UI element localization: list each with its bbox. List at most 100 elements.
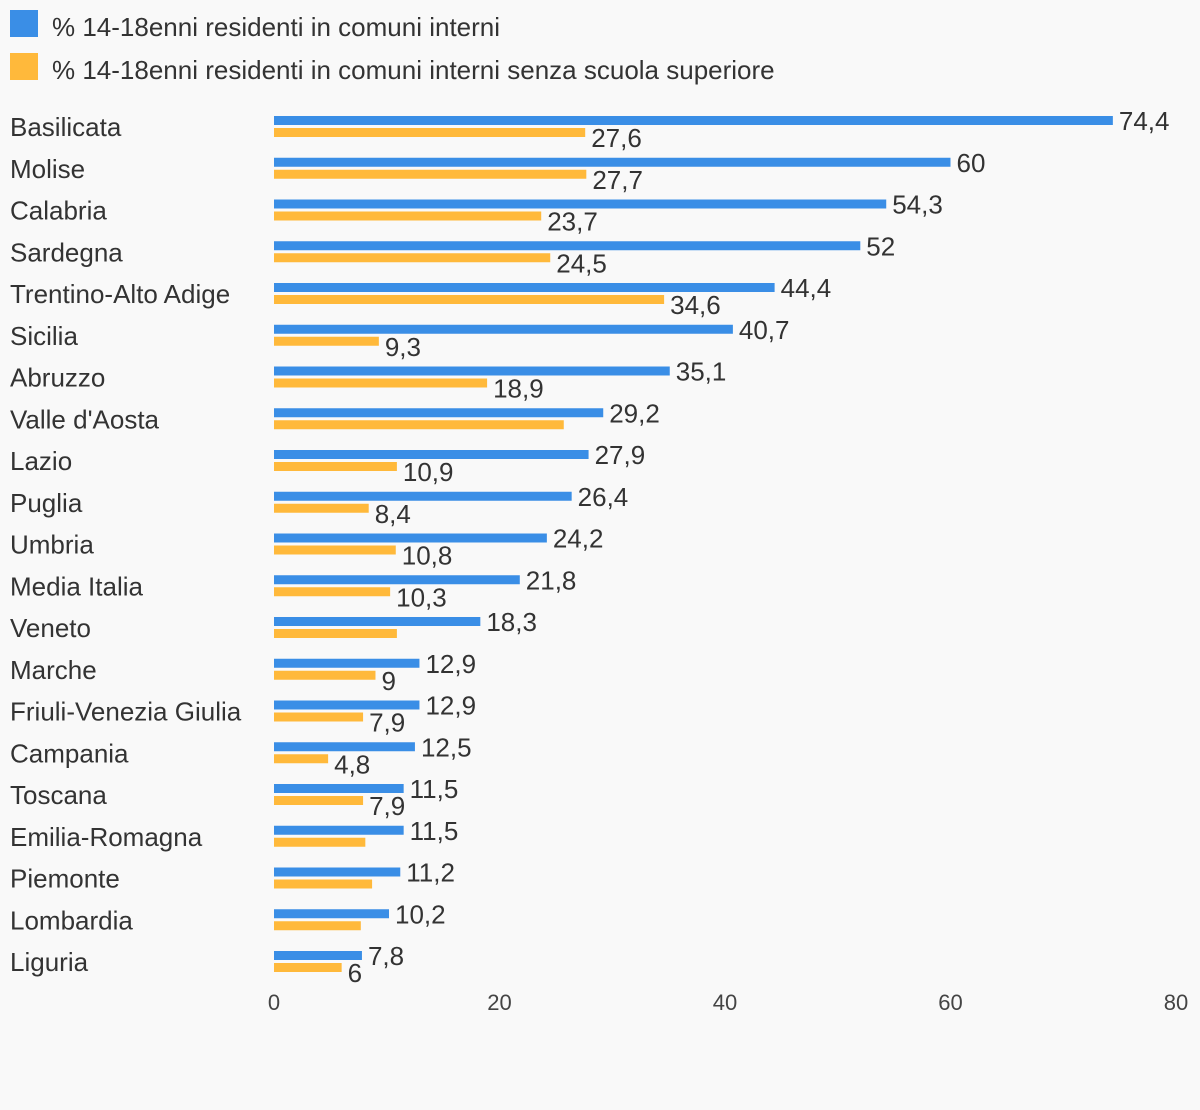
category-row-calabria: Calabria 54,3 23,7 (10, 190, 943, 237)
category-label: Trentino-Alto Adige (10, 279, 230, 309)
x-tick-label: 40 (713, 990, 737, 1015)
data-label-series-2: 24,5 (556, 248, 607, 278)
bar-series-2 (274, 503, 369, 513)
category-row-lazio: Lazio 27,9 10,9 (10, 440, 645, 487)
bar-series-2 (274, 295, 665, 304)
category-label: Liguria (10, 947, 89, 977)
category-label: Puglia (10, 488, 83, 518)
bar-series-1 (274, 283, 775, 292)
data-label-series-2: 10,8 (402, 541, 453, 571)
bar-series-1 (274, 324, 733, 334)
data-label-series-1: 44,4 (781, 273, 832, 303)
category-row-trentino-alto-adige: Trentino-Alto Adige 44,4 34,6 (10, 273, 831, 320)
data-label-series-1: 11,2 (406, 858, 455, 888)
category-label: Veneto (10, 613, 91, 643)
category-label: Calabria (10, 196, 107, 226)
category-row-sardegna: Sardegna 52 24,5 (10, 231, 895, 278)
category-row-abruzzo: Abruzzo 35,1 18,9 (10, 357, 726, 404)
bar-series-2 (274, 921, 361, 931)
bar-series-1 (274, 700, 420, 710)
data-label-series-1: 7,8 (368, 941, 404, 971)
data-label-series-1: 24,2 (553, 524, 604, 554)
bar-series-1 (274, 491, 572, 501)
bar-series-2 (274, 420, 564, 430)
bar-series-1 (274, 116, 1113, 125)
data-label-series-1: 40,7 (739, 315, 790, 345)
data-label-series-1: 74,4 (1119, 106, 1170, 136)
bar-series-2 (274, 963, 342, 972)
bar-series-1 (274, 617, 481, 626)
plot-area: Basilicata 74,4 27,6 Molise 60 27,7 Calabria 54… (10, 106, 1169, 988)
data-label-series-2: 7,9 (369, 791, 405, 821)
bar-series-2 (274, 670, 376, 680)
bar-series-1 (274, 366, 670, 376)
category-row-lombardia: Lombardia 10,2 (10, 899, 446, 935)
category-row-puglia: Puglia 26,4 8,4 (10, 482, 628, 529)
data-label-series-2: 7,9 (369, 708, 405, 738)
data-label-series-1: 60 (957, 148, 986, 178)
category-row-molise: Molise 60 27,7 (10, 148, 985, 195)
legend-label-series-2: % 14-18enni residenti in comuni interni … (52, 55, 775, 85)
x-tick-label: 20 (487, 990, 511, 1015)
category-row-toscana: Toscana 11,57,9 (10, 774, 458, 821)
category-label: Friuli-Venezia Giulia (10, 697, 242, 727)
legend-swatch-series-1 (10, 10, 38, 37)
category-label: Piemonte (10, 864, 120, 894)
data-label-series-2: 9 (381, 666, 395, 696)
category-row-piemonte: Piemonte 11,2 (10, 858, 455, 894)
data-label-series-1: 11,5 (410, 816, 459, 846)
bar-series-2 (274, 837, 366, 847)
bar-series-1 (274, 241, 861, 251)
category-row-emilia-romagna: Emilia-Romagna 11,5 (10, 816, 458, 852)
bar-series-2 (274, 712, 364, 722)
category-row-sicilia: Sicilia 40,7 9,3 (10, 315, 790, 362)
category-label: Marche (10, 655, 97, 685)
data-label-series-2: 27,7 (592, 165, 643, 195)
data-label-series-1: 11,5 (410, 774, 459, 804)
category-label: Campania (10, 738, 129, 768)
bar-series-2 (274, 211, 542, 221)
bar-series-2 (274, 629, 397, 638)
legend-label-series-1: % 14-18enni residenti in comuni interni (52, 12, 500, 42)
data-label-series-2: 10,9 (403, 457, 454, 487)
category-label: Umbria (10, 530, 94, 560)
data-label-series-1: 26,4 (578, 482, 629, 512)
data-label-series-2: 34,6 (670, 290, 721, 320)
data-label-series-1: 12,9 (425, 649, 476, 679)
bar-series-2 (274, 378, 488, 388)
category-row-marche: Marche 12,9 9 (10, 649, 476, 696)
bar-series-2 (274, 754, 329, 764)
data-label-series-1: 52 (866, 231, 895, 261)
data-label-series-1: 12,5 (421, 732, 472, 762)
data-label-series-1: 18,3 (486, 607, 537, 637)
bar-series-1 (274, 533, 547, 543)
data-label-series-1: 12,9 (425, 691, 476, 721)
data-label-series-2: 23,7 (547, 207, 598, 237)
x-axis: 0 20 40 60 80 (268, 990, 1188, 1015)
data-label-series-2: 10,3 (396, 582, 447, 612)
x-tick-label: 80 (1164, 990, 1188, 1015)
data-label-series-1: 21,8 (526, 565, 577, 595)
bar-series-2 (274, 462, 397, 471)
data-label-series-2: 9,3 (385, 332, 421, 362)
bar-series-1 (274, 408, 604, 418)
category-label: Sicilia (10, 321, 78, 351)
bar-series-2 (274, 169, 587, 179)
category-row-friuli-venezia-giulia: Friuli-Venezia Giulia 12,9 7,9 (10, 691, 476, 738)
category-label: Emilia-Romagna (10, 822, 203, 852)
data-label-series-1: 54,3 (892, 190, 943, 220)
category-label: Abruzzo (10, 363, 105, 393)
category-label: Molise (10, 154, 85, 184)
data-label-series-2: 6 (348, 958, 362, 988)
category-row-veneto: Veneto 18,3 (10, 607, 537, 643)
bar-series-2 (274, 796, 364, 805)
bar-series-1 (274, 825, 404, 835)
category-row-campania: Campania 12,5 4,8 (10, 732, 472, 779)
x-tick-label: 0 (268, 990, 280, 1015)
data-label-series-2: 4,8 (334, 749, 370, 779)
category-row-media-italia: Media Italia 21,8 10,3 (10, 565, 576, 612)
category-label: Media Italia (10, 571, 143, 601)
category-label: Toscana (10, 780, 107, 810)
category-label: Sardegna (10, 237, 123, 267)
data-label-series-2: 8,4 (375, 499, 411, 529)
